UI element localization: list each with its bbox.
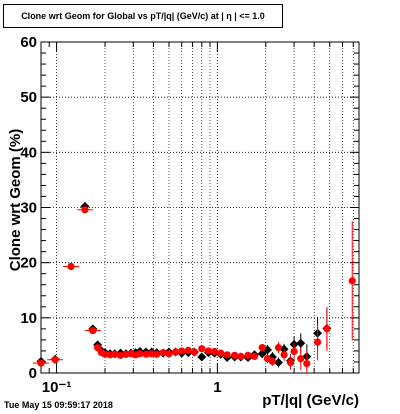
data-point [94,344,102,352]
timestamp-footer: Tue May 15 09:59:17 2018 [4,400,113,410]
axis-ticks [41,41,359,374]
x-tick-label: 10⁻¹ [42,379,72,396]
data-point [172,348,180,356]
data-point [210,347,219,356]
data-point [111,350,119,358]
data-point [178,347,186,355]
data-point [217,349,225,357]
x-tick-labels: 10⁻¹ 1 [42,379,222,396]
data-point [190,348,199,356]
data-point [204,347,213,355]
data-point [257,349,267,359]
data-point [313,338,322,346]
data-point [223,351,231,359]
y-tick-label: 0 [29,365,37,382]
data-point [198,345,206,353]
data-point [297,355,305,363]
y-tick-label: 10 [20,310,37,327]
data-point [323,325,331,333]
data-point [296,338,306,348]
data-point [197,352,207,362]
data-point [159,348,167,357]
y-tick-label: 30 [20,200,37,217]
data-point [237,352,245,361]
data-point [244,351,252,359]
data-point [142,350,150,358]
y-tick-labels: 0 10 20 30 40 50 60 [20,34,37,382]
data-point [274,344,283,352]
series-group [33,206,356,373]
grid-lines [41,42,359,373]
data-point [303,360,311,368]
data-point [51,356,59,364]
data-point [184,346,192,354]
data-point [67,262,75,271]
data-point [81,206,89,214]
y-tick-label: 40 [20,144,37,161]
data-point [89,326,97,335]
data-point [290,347,298,356]
x-axis-label: pT/|q| (GeV/c) [262,392,359,409]
data-point [280,351,288,359]
data-point [37,359,45,367]
y-tick-label: 20 [20,255,37,272]
data-point [231,351,239,359]
y-tick-label: 50 [20,89,37,106]
data-point [268,357,277,366]
data-series [33,201,356,373]
data-point [348,277,356,285]
data-point [286,358,295,367]
series-group [36,201,332,369]
data-point [165,350,173,358]
x-tick-label: 1 [213,379,221,396]
data-point [136,350,144,358]
data-point [274,358,284,368]
chart-title: Clone wrt Geom for Global vs pT/|q| (GeV… [3,4,283,28]
y-axis-label: Clone wrt Geom (%) [7,129,24,272]
y-tick-label: 60 [20,34,37,51]
data-point [250,352,259,361]
data-point [116,351,125,359]
data-point [258,344,266,352]
data-point [153,350,161,358]
